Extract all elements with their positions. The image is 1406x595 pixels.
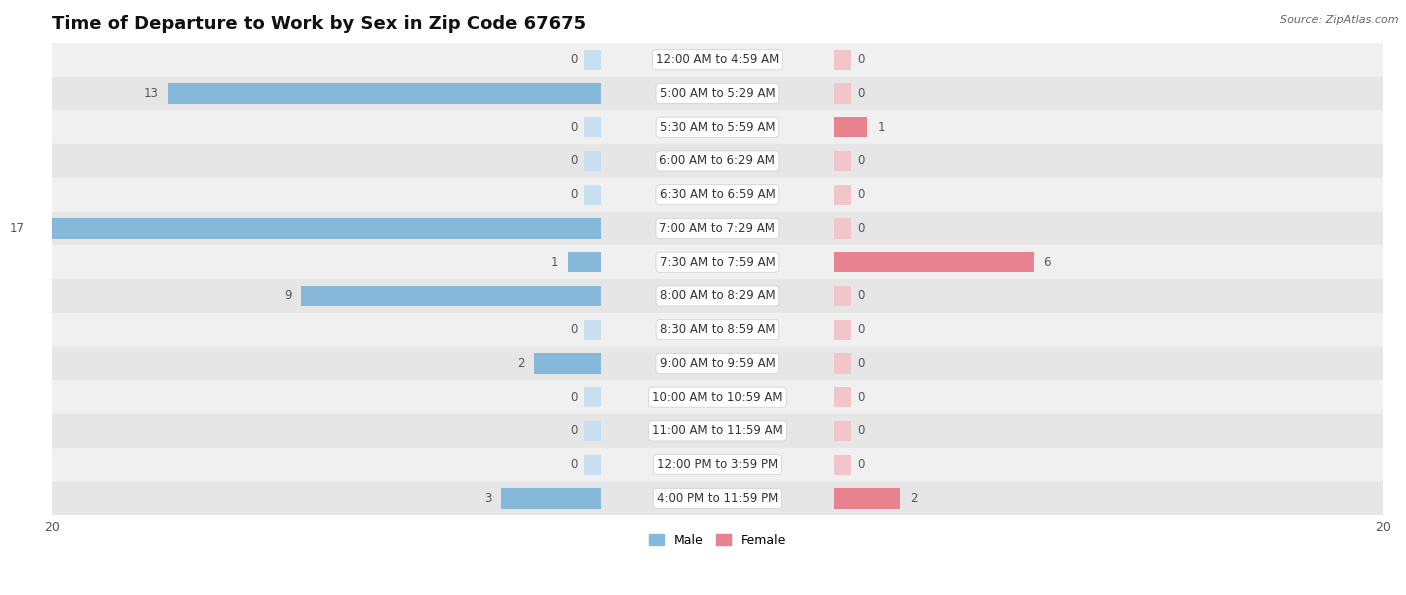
Bar bbox=[585, 421, 600, 441]
Bar bbox=[834, 252, 1033, 273]
Text: 0: 0 bbox=[858, 155, 865, 167]
Text: 8:30 AM to 8:59 AM: 8:30 AM to 8:59 AM bbox=[659, 323, 775, 336]
Text: 8:00 AM to 8:29 AM: 8:00 AM to 8:29 AM bbox=[659, 289, 775, 302]
Bar bbox=[834, 488, 900, 509]
Bar bbox=[834, 387, 851, 408]
Bar bbox=[834, 421, 851, 441]
Text: 3: 3 bbox=[484, 492, 491, 505]
Bar bbox=[585, 455, 600, 475]
Bar bbox=[501, 488, 600, 509]
Text: 7:30 AM to 7:59 AM: 7:30 AM to 7:59 AM bbox=[659, 256, 775, 269]
Bar bbox=[301, 286, 600, 306]
Text: 0: 0 bbox=[571, 458, 578, 471]
Text: 9: 9 bbox=[284, 289, 291, 302]
Text: 0: 0 bbox=[858, 357, 865, 370]
Text: 0: 0 bbox=[571, 391, 578, 403]
Bar bbox=[568, 252, 600, 273]
Bar bbox=[834, 286, 851, 306]
Bar bbox=[585, 387, 600, 408]
Bar bbox=[52, 481, 1384, 515]
Bar bbox=[834, 49, 851, 70]
Text: 0: 0 bbox=[858, 54, 865, 66]
Bar bbox=[52, 144, 1384, 178]
Text: 1: 1 bbox=[877, 121, 884, 134]
Bar bbox=[52, 110, 1384, 144]
Legend: Male, Female: Male, Female bbox=[644, 528, 792, 552]
Bar bbox=[52, 313, 1384, 346]
Bar bbox=[585, 184, 600, 205]
Text: Source: ZipAtlas.com: Source: ZipAtlas.com bbox=[1281, 15, 1399, 25]
Text: 0: 0 bbox=[858, 87, 865, 100]
Text: 7:00 AM to 7:29 AM: 7:00 AM to 7:29 AM bbox=[659, 222, 775, 235]
Text: 0: 0 bbox=[571, 54, 578, 66]
Bar bbox=[585, 151, 600, 171]
Bar bbox=[35, 218, 600, 239]
Bar bbox=[834, 218, 851, 239]
Bar bbox=[52, 43, 1384, 77]
Bar bbox=[834, 353, 851, 374]
Bar bbox=[834, 83, 851, 104]
Bar bbox=[834, 117, 868, 137]
Bar bbox=[834, 151, 851, 171]
Text: 0: 0 bbox=[571, 155, 578, 167]
Text: 2: 2 bbox=[911, 492, 918, 505]
Bar bbox=[585, 117, 600, 137]
Bar bbox=[52, 380, 1384, 414]
Bar bbox=[52, 448, 1384, 481]
Text: 5:30 AM to 5:59 AM: 5:30 AM to 5:59 AM bbox=[659, 121, 775, 134]
Bar bbox=[169, 83, 600, 104]
Text: 0: 0 bbox=[571, 424, 578, 437]
Text: 0: 0 bbox=[858, 458, 865, 471]
Bar bbox=[52, 245, 1384, 279]
Text: 10:00 AM to 10:59 AM: 10:00 AM to 10:59 AM bbox=[652, 391, 783, 403]
Bar bbox=[52, 77, 1384, 110]
Text: 11:00 AM to 11:59 AM: 11:00 AM to 11:59 AM bbox=[652, 424, 783, 437]
Text: 5:00 AM to 5:29 AM: 5:00 AM to 5:29 AM bbox=[659, 87, 775, 100]
Bar bbox=[834, 455, 851, 475]
Text: 0: 0 bbox=[571, 323, 578, 336]
Text: 0: 0 bbox=[858, 188, 865, 201]
Text: 6: 6 bbox=[1043, 256, 1052, 269]
Text: 13: 13 bbox=[143, 87, 159, 100]
Bar bbox=[52, 414, 1384, 448]
Text: 6:30 AM to 6:59 AM: 6:30 AM to 6:59 AM bbox=[659, 188, 775, 201]
Bar bbox=[585, 49, 600, 70]
Text: 0: 0 bbox=[858, 424, 865, 437]
Bar bbox=[834, 184, 851, 205]
Text: 6:00 AM to 6:29 AM: 6:00 AM to 6:29 AM bbox=[659, 155, 775, 167]
Text: 0: 0 bbox=[858, 391, 865, 403]
Bar bbox=[585, 320, 600, 340]
Text: 12:00 AM to 4:59 AM: 12:00 AM to 4:59 AM bbox=[655, 54, 779, 66]
Text: 12:00 PM to 3:59 PM: 12:00 PM to 3:59 PM bbox=[657, 458, 778, 471]
Text: 4:00 PM to 11:59 PM: 4:00 PM to 11:59 PM bbox=[657, 492, 778, 505]
Text: 0: 0 bbox=[571, 121, 578, 134]
Text: 2: 2 bbox=[517, 357, 524, 370]
Bar bbox=[52, 178, 1384, 212]
Text: 0: 0 bbox=[571, 188, 578, 201]
Text: Time of Departure to Work by Sex in Zip Code 67675: Time of Departure to Work by Sex in Zip … bbox=[52, 15, 586, 33]
Bar bbox=[52, 346, 1384, 380]
Text: 1: 1 bbox=[550, 256, 558, 269]
Bar bbox=[834, 320, 851, 340]
Text: 0: 0 bbox=[858, 289, 865, 302]
Text: 0: 0 bbox=[858, 222, 865, 235]
Text: 9:00 AM to 9:59 AM: 9:00 AM to 9:59 AM bbox=[659, 357, 775, 370]
Bar bbox=[534, 353, 600, 374]
Text: 17: 17 bbox=[10, 222, 25, 235]
Text: 0: 0 bbox=[858, 323, 865, 336]
Bar bbox=[52, 279, 1384, 313]
Bar bbox=[52, 212, 1384, 245]
